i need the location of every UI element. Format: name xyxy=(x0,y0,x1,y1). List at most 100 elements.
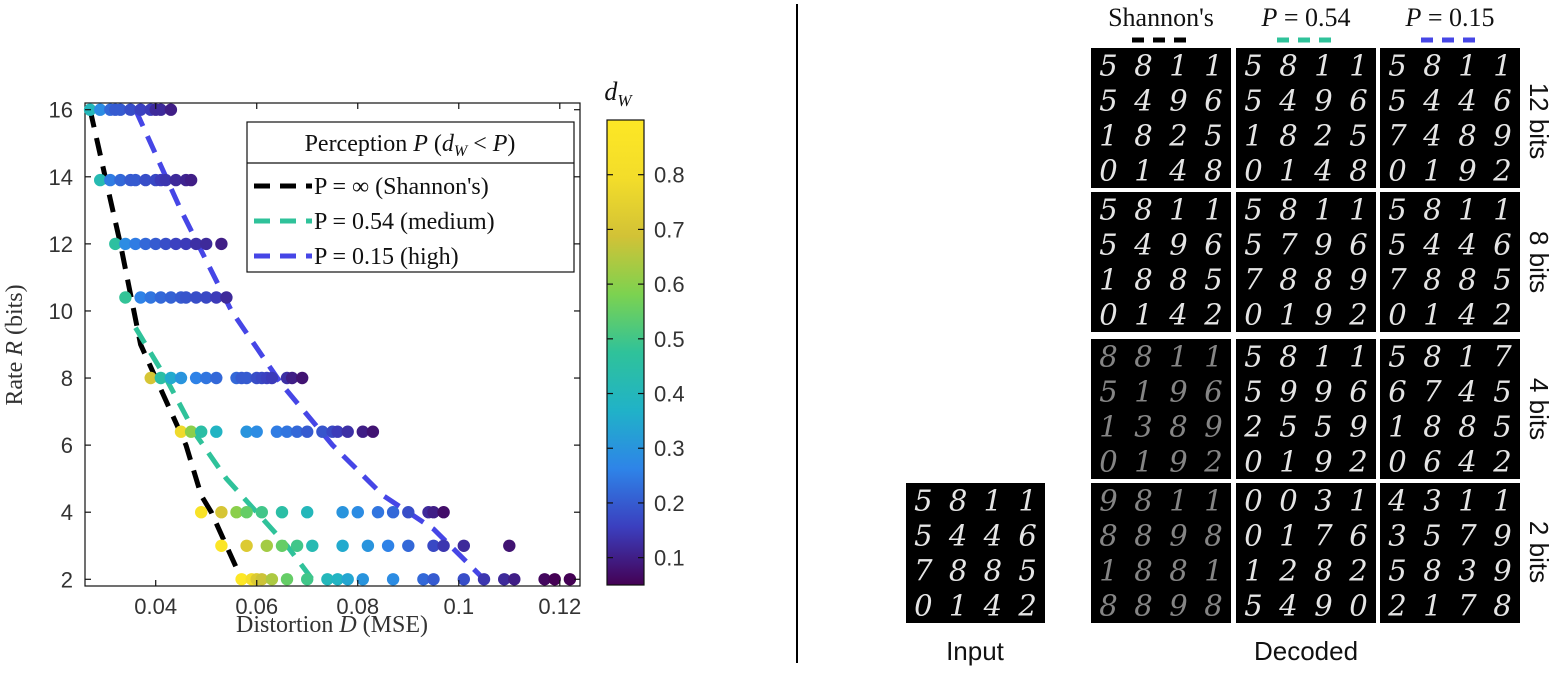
scatter-point xyxy=(548,573,561,586)
scatter-point xyxy=(114,103,127,116)
scatter-point xyxy=(381,539,395,552)
scatter-point xyxy=(184,173,198,187)
scatter-point xyxy=(235,573,248,586)
scatter-point xyxy=(427,539,440,552)
scatter-point xyxy=(275,539,289,552)
digit-cell: 1 xyxy=(1349,483,1367,517)
scatter-point xyxy=(164,291,178,304)
scatter-point xyxy=(169,173,183,187)
digit-cell: 8 xyxy=(1314,262,1332,296)
digit-cell: 3 xyxy=(1314,483,1332,517)
scatter-point xyxy=(508,573,521,586)
digit-cell: 9 xyxy=(1314,227,1332,261)
digit-cell: 4 xyxy=(1457,444,1476,478)
scatter-point xyxy=(154,103,167,116)
scatter-point xyxy=(386,573,400,586)
digit-cell: 2 xyxy=(1203,444,1222,478)
digit-cell: 5 xyxy=(1493,374,1511,408)
scatter-point xyxy=(174,371,188,385)
scatter-point xyxy=(139,237,152,251)
digit-cell: 0 xyxy=(1279,483,1297,517)
digit-cell: 8 xyxy=(1279,48,1297,82)
scatter-point xyxy=(134,291,147,304)
digit-cell: 7 xyxy=(1493,339,1512,373)
digit-cell: 1 xyxy=(1314,339,1332,373)
scatter-point xyxy=(341,425,354,438)
digit-cell: 8 xyxy=(1423,48,1441,82)
scatter-point xyxy=(437,539,450,552)
scatter-point xyxy=(240,539,253,552)
digit-cell: 9 xyxy=(1493,518,1511,552)
digit-cell: 7 xyxy=(1388,118,1407,152)
scatter-point xyxy=(94,103,107,116)
digit-cell: 9 xyxy=(1169,444,1187,478)
decoded-label: Decoded xyxy=(1254,636,1358,666)
digit-cell: 6 xyxy=(1493,227,1511,261)
digit-cell: 8 xyxy=(1134,192,1152,226)
digit-cell: 8 xyxy=(1134,588,1152,622)
scatter-point xyxy=(159,237,172,251)
digit-cell: 1 xyxy=(1099,118,1117,152)
digit-cell: 4 xyxy=(983,588,1002,622)
y-axis-ticks: 2 4 6 8 10 12 14 16 xyxy=(49,98,580,592)
digit-cell: 9 xyxy=(1099,483,1117,517)
digit-cell: 5 xyxy=(1244,588,1262,622)
y-axis-label: Rate R (bits) xyxy=(2,284,28,405)
digit-cell: 1 xyxy=(1099,553,1117,587)
digit-cell: 5 xyxy=(1204,262,1222,296)
scatter-point xyxy=(139,173,152,187)
x-tick-label: 0.12 xyxy=(538,594,581,619)
digit-cell: 4 xyxy=(1313,153,1332,187)
digit-cell: 7 xyxy=(1458,588,1477,622)
scatter-point xyxy=(164,371,178,385)
scatter-point xyxy=(94,173,107,187)
digit-cell: 9 xyxy=(1349,409,1367,443)
digit-cell: 4 xyxy=(1168,297,1187,331)
scatter-point xyxy=(154,371,167,385)
colorbar-tick-label: 0.2 xyxy=(654,491,685,516)
digit-cell: 9 xyxy=(1169,374,1187,408)
digit-cell: 4 xyxy=(1457,83,1476,117)
digit-cell: 8 xyxy=(1279,262,1297,296)
x-tick-label: 0.06 xyxy=(235,594,278,619)
digit-cell: 5 xyxy=(1244,374,1262,408)
scatter-point xyxy=(134,103,147,116)
scatter-point xyxy=(189,291,203,304)
scatter-point xyxy=(215,539,228,552)
digit-cell: 5 xyxy=(914,518,932,552)
digit-cell: 4 xyxy=(983,518,1002,552)
scatter-point xyxy=(331,425,344,438)
digit-grid-r1-c1: 5 8 1 15 7 9 67 8 8 90 1 9 2 xyxy=(1236,192,1376,332)
scatter-point xyxy=(114,173,127,187)
digit-cell: 5 xyxy=(1244,339,1262,373)
digit-cell: 8 xyxy=(1279,192,1297,226)
digit-grid-background xyxy=(1091,192,1231,332)
digit-cell: 5 xyxy=(1244,192,1262,226)
colorbar-label: dW xyxy=(604,77,633,110)
digit-cell: 2 xyxy=(1243,409,1262,443)
digit-cell: 1 xyxy=(1169,192,1187,226)
digit-cell: 8 xyxy=(1204,153,1222,187)
digit-cell: 9 xyxy=(1169,518,1187,552)
decoded-samples-panel: Shannon's P = 0.54 P = 0.15 5 8 1 15 4 9 61 8 2 5… xyxy=(906,3,1554,666)
digit-cell: 5 xyxy=(1388,48,1406,82)
scatter-point xyxy=(200,291,213,304)
digit-cell: 0 xyxy=(1244,153,1262,187)
legend-box xyxy=(246,121,575,273)
scatter-point xyxy=(290,425,304,438)
digit-cell: 5 xyxy=(1314,409,1332,443)
digit-cell: 6 xyxy=(1423,444,1441,478)
digit-cell: 6 xyxy=(1388,374,1406,408)
digit-cell: 5 xyxy=(1388,227,1406,261)
y-tick-label: 4 xyxy=(61,500,73,525)
digit-cell: 8 xyxy=(1204,588,1222,622)
input-label: Input xyxy=(946,636,1005,666)
digit-cell: 0 xyxy=(1244,297,1262,331)
row-label-12-bits: 12 bits xyxy=(1524,83,1554,160)
digit-cell: 8 xyxy=(984,553,1002,587)
digit-cell: 5 xyxy=(1244,227,1262,261)
scatter-point xyxy=(184,425,198,438)
scatter-point xyxy=(356,573,369,586)
digit-cell: 6 xyxy=(1204,227,1222,261)
digit-cell: 4 xyxy=(1457,297,1476,331)
